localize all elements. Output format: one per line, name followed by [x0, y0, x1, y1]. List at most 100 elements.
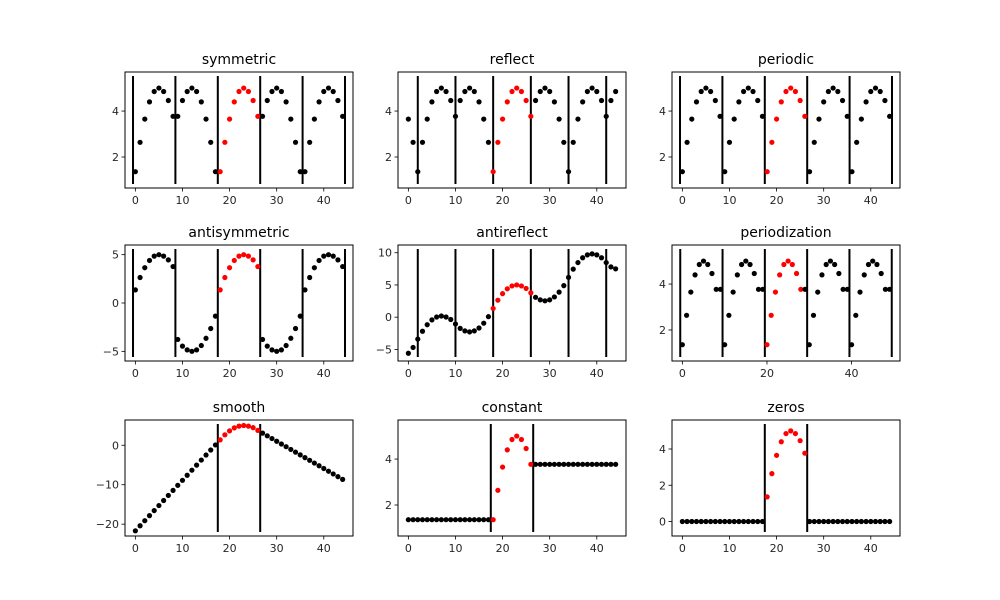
signal-point — [528, 290, 534, 296]
signal-point — [222, 274, 228, 281]
extension-point — [146, 257, 153, 264]
y-tick-label: 0 — [659, 516, 666, 529]
extension-point — [819, 272, 825, 278]
extension-point — [747, 261, 753, 268]
extension-point — [467, 329, 473, 335]
signal-point — [789, 261, 795, 268]
signal-point — [773, 116, 780, 122]
extension-point — [165, 492, 171, 499]
x-tick-label: 10 — [448, 367, 462, 380]
extension-point — [481, 517, 487, 523]
x-tick-label: 20 — [223, 542, 237, 555]
extension-point — [537, 297, 543, 303]
extension-point — [598, 461, 605, 467]
signal-point — [245, 253, 252, 259]
signal-point — [250, 257, 256, 263]
extension-point — [759, 113, 766, 119]
extension-point — [722, 169, 728, 175]
extension-point — [212, 169, 219, 175]
signal-point — [226, 428, 233, 434]
extension-point — [613, 461, 619, 467]
signal-point — [236, 253, 242, 259]
extension-point — [703, 518, 709, 525]
extension-point — [565, 274, 572, 280]
extension-point — [741, 518, 747, 525]
extension-point — [325, 252, 332, 258]
signal-point — [245, 423, 252, 429]
extension-point — [462, 88, 468, 95]
subplot-title: antisymmetric — [188, 225, 289, 241]
y-tick-label: 2 — [112, 151, 119, 164]
extension-point — [698, 88, 704, 95]
signal-point — [255, 427, 261, 433]
extension-point — [194, 347, 200, 353]
extension-point — [316, 257, 322, 264]
signal-point — [490, 305, 496, 312]
extension-point — [175, 336, 181, 343]
signal-point — [245, 88, 252, 95]
extension-point — [335, 257, 341, 263]
extension-point — [297, 452, 303, 458]
extension-point — [874, 261, 880, 268]
extension-point — [274, 85, 280, 91]
x-tick-label: 10 — [722, 542, 736, 555]
signal-point — [514, 433, 520, 439]
signal-point — [798, 286, 804, 292]
extension-point — [726, 518, 733, 525]
signal-point — [495, 487, 501, 493]
extension-point — [537, 461, 543, 467]
extension-point — [452, 517, 459, 523]
extension-point — [839, 518, 846, 525]
extension-point — [815, 289, 821, 295]
extension-point — [755, 286, 762, 292]
extension-point — [481, 116, 487, 122]
extension-point — [288, 446, 294, 453]
extension-point — [198, 342, 204, 349]
extension-point — [755, 97, 761, 104]
extension-point — [415, 336, 421, 342]
extension-point — [542, 85, 548, 91]
y-tick-label: 2 — [659, 151, 666, 164]
signal-point — [241, 85, 247, 91]
extension-point — [580, 99, 586, 105]
x-tick-label: 10 — [175, 542, 189, 555]
extension-point — [825, 518, 831, 525]
extension-point — [751, 270, 757, 277]
extension-point — [259, 113, 266, 119]
extension-point — [175, 482, 181, 488]
extension-point — [264, 433, 270, 439]
signal-point — [504, 99, 510, 105]
extension-point — [565, 461, 572, 467]
extension-point — [532, 97, 539, 104]
extension-point — [854, 139, 860, 145]
extension-point — [269, 435, 275, 442]
extension-point — [189, 85, 195, 91]
x-tick-label: 20 — [496, 194, 510, 207]
y-tick-label: 4 — [385, 105, 392, 118]
signal-point — [518, 88, 525, 95]
extension-point — [457, 517, 463, 523]
extension-point — [448, 97, 454, 104]
extension-point — [179, 97, 186, 104]
extension-point — [684, 518, 690, 525]
subplot-title: symmetric — [202, 52, 276, 68]
extension-point — [863, 99, 869, 105]
signal-point — [792, 88, 799, 95]
extension-point — [137, 523, 143, 529]
extension-point — [811, 518, 817, 525]
signal-point — [222, 432, 228, 438]
signal-point — [764, 342, 770, 348]
extension-point — [448, 517, 454, 523]
extension-point — [170, 487, 176, 493]
extension-point — [415, 169, 421, 175]
extension-point — [302, 169, 308, 175]
extension-point — [283, 99, 289, 105]
signal-point — [777, 272, 783, 278]
extension-point — [849, 169, 855, 175]
y-tick-label: −5 — [376, 343, 392, 356]
extension-point — [806, 342, 812, 348]
extension-point — [839, 97, 846, 104]
extension-point — [311, 460, 317, 466]
extension-point — [887, 286, 893, 292]
extension-point — [165, 257, 171, 263]
